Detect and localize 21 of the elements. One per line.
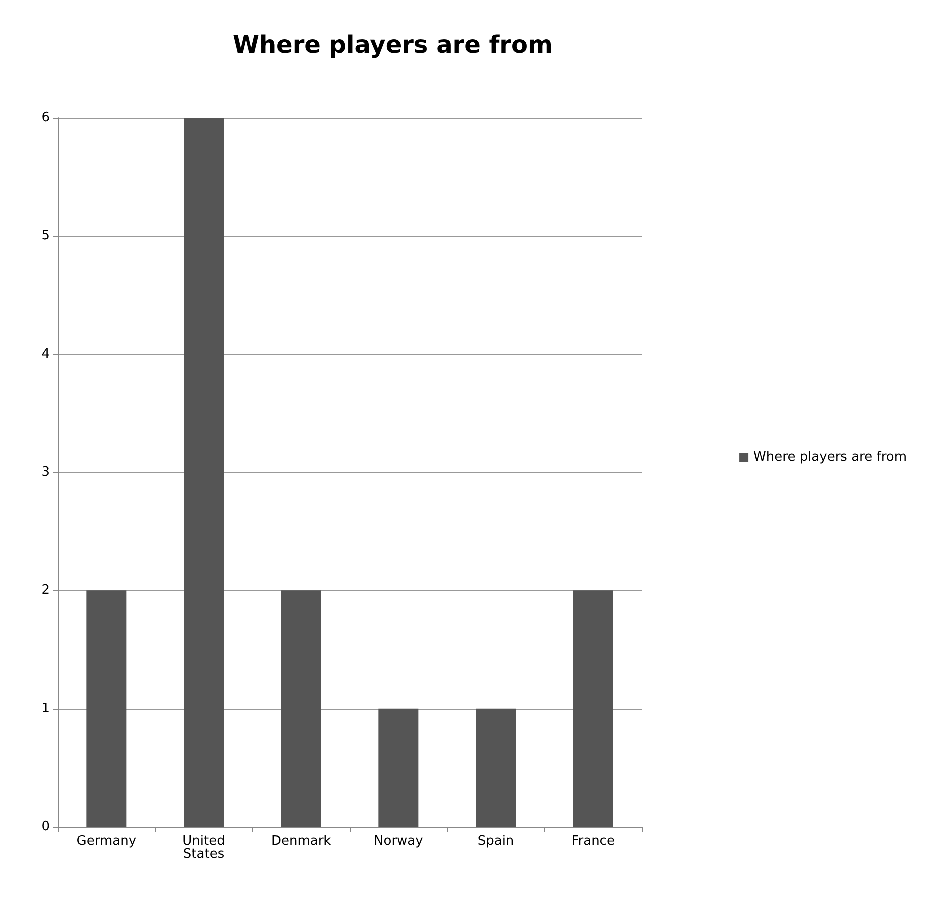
- x-tick-label: Denmark: [271, 834, 332, 849]
- y-tick-label: 5: [42, 228, 50, 244]
- x-tick-label: France: [572, 834, 615, 849]
- y-tick-label: 2: [42, 583, 50, 598]
- x-tick-label: Spain: [478, 834, 514, 849]
- bar: [573, 590, 614, 827]
- x-tick-label: United States: [182, 834, 226, 862]
- legend-label: Where players are from: [754, 450, 908, 465]
- x-tick-label: Germany: [76, 834, 137, 849]
- bar: [476, 708, 516, 827]
- x-tick-label: Norway: [374, 834, 424, 849]
- bar: [378, 708, 419, 827]
- y-tick-label: 4: [42, 346, 50, 362]
- bar: [86, 590, 127, 827]
- chart-title: Where players are from: [232, 31, 554, 59]
- bar: [184, 118, 224, 827]
- y-tick-label: 1: [42, 701, 50, 716]
- y-tick-label: 0: [42, 820, 50, 834]
- y-tick-label: 6: [42, 110, 50, 126]
- y-tick-label: 3: [42, 465, 50, 480]
- bar: [281, 590, 322, 827]
